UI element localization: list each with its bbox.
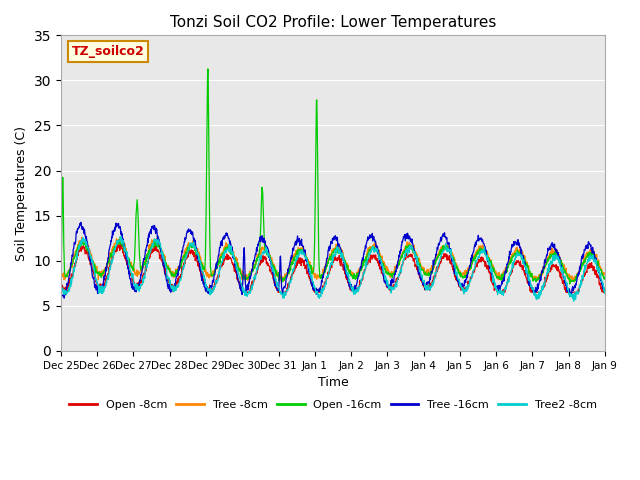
X-axis label: Time: Time: [317, 376, 348, 389]
Title: Tonzi Soil CO2 Profile: Lower Temperatures: Tonzi Soil CO2 Profile: Lower Temperatur…: [170, 15, 496, 30]
Y-axis label: Soil Temperatures (C): Soil Temperatures (C): [15, 126, 28, 261]
Text: TZ_soilco2: TZ_soilco2: [72, 45, 145, 58]
Legend: Open -8cm, Tree -8cm, Open -16cm, Tree -16cm, Tree2 -8cm: Open -8cm, Tree -8cm, Open -16cm, Tree -…: [65, 396, 601, 415]
